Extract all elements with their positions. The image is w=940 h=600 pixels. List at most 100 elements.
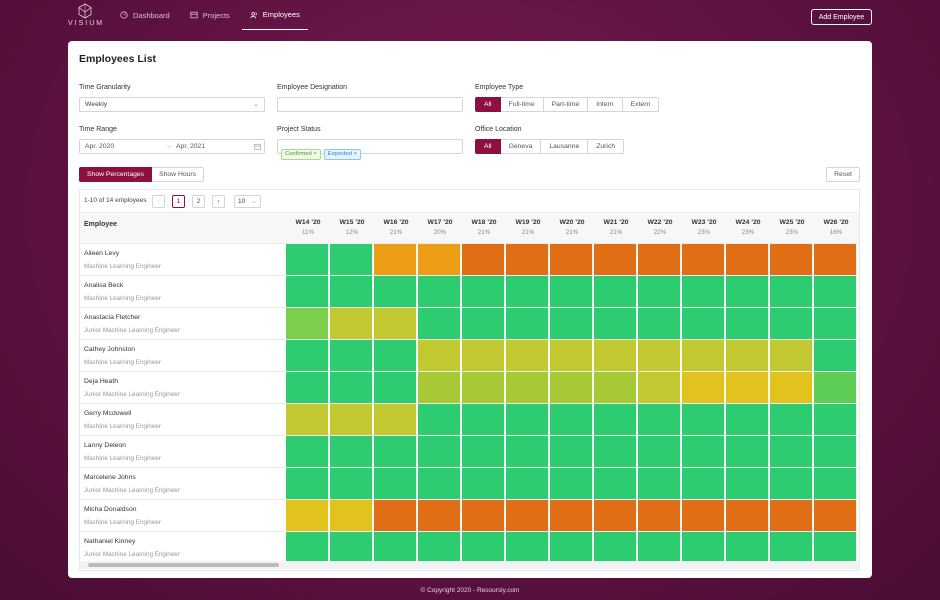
allocation-cell[interactable] (286, 404, 329, 435)
allocation-cell[interactable] (462, 372, 505, 403)
allocation-cell[interactable] (330, 500, 373, 531)
allocation-cell[interactable] (638, 244, 681, 275)
allocation-cell[interactable] (330, 372, 373, 403)
allocation-cell[interactable] (726, 244, 769, 275)
allocation-cell[interactable] (814, 340, 857, 371)
allocation-cell[interactable] (682, 404, 725, 435)
allocation-cell[interactable] (330, 436, 373, 467)
close-icon[interactable]: × (313, 151, 317, 157)
allocation-cell[interactable] (726, 500, 769, 531)
allocation-cell[interactable] (330, 340, 373, 371)
allocation-cell[interactable] (506, 372, 549, 403)
allocation-cell[interactable] (814, 532, 857, 563)
allocation-cell[interactable] (594, 308, 637, 339)
allocation-cell[interactable] (506, 404, 549, 435)
allocation-cell[interactable] (286, 340, 329, 371)
allocation-cell[interactable] (638, 404, 681, 435)
allocation-cell[interactable] (814, 436, 857, 467)
employee-name[interactable]: Anastacia Fletcher (84, 314, 141, 321)
time-range-picker[interactable]: Apr. 2020 → Apr. 2021 (79, 139, 265, 154)
allocation-cell[interactable] (286, 308, 329, 339)
tag-confirmed[interactable]: Confirmed × (281, 149, 321, 160)
allocation-cell[interactable] (374, 340, 417, 371)
allocation-cell[interactable] (770, 372, 813, 403)
allocation-cell[interactable] (770, 436, 813, 467)
allocation-cell[interactable] (330, 244, 373, 275)
employee-name[interactable]: Analisa Beck (84, 282, 124, 289)
allocation-cell[interactable] (418, 500, 461, 531)
allocation-cell[interactable] (418, 372, 461, 403)
employee-name[interactable]: Deja Heath (84, 378, 119, 385)
close-icon[interactable]: × (353, 151, 357, 157)
show-hours-button[interactable]: Show Hours (152, 167, 205, 182)
allocation-cell[interactable] (726, 308, 769, 339)
employee-type-all[interactable]: All (475, 97, 501, 112)
allocation-cell[interactable] (594, 404, 637, 435)
allocation-cell[interactable] (770, 532, 813, 563)
allocation-cell[interactable] (814, 500, 857, 531)
allocation-cell[interactable] (594, 436, 637, 467)
table-row[interactable]: Micha Donaldson Machine Learning Engineer (80, 500, 859, 532)
allocation-cell[interactable] (814, 372, 857, 403)
allocation-cell[interactable] (726, 372, 769, 403)
page-1-button[interactable]: 1 (172, 195, 185, 208)
allocation-cell[interactable] (374, 532, 417, 563)
allocation-cell[interactable] (330, 276, 373, 307)
allocation-cell[interactable] (594, 276, 637, 307)
allocation-cell[interactable] (726, 468, 769, 499)
allocation-cell[interactable] (682, 340, 725, 371)
allocation-cell[interactable] (726, 436, 769, 467)
allocation-cell[interactable] (462, 276, 505, 307)
allocation-cell[interactable] (550, 340, 593, 371)
allocation-cell[interactable] (682, 532, 725, 563)
allocation-cell[interactable] (506, 308, 549, 339)
allocation-cell[interactable] (330, 308, 373, 339)
allocation-cell[interactable] (550, 308, 593, 339)
allocation-cell[interactable] (594, 244, 637, 275)
allocation-cell[interactable] (550, 468, 593, 499)
allocation-cell[interactable] (462, 500, 505, 531)
allocation-cell[interactable] (550, 500, 593, 531)
nav-employees[interactable]: Employees (241, 0, 308, 30)
office-location-lausanne[interactable]: Lausanne (541, 139, 589, 154)
employee-name[interactable]: Nathaniel Kinney (84, 538, 136, 545)
allocation-cell[interactable] (330, 532, 373, 563)
table-row[interactable]: Marcelene Johns Junior Machine Learning E… (80, 468, 859, 500)
allocation-cell[interactable] (594, 340, 637, 371)
employee-name[interactable]: Lanny Deleon (84, 442, 126, 449)
allocation-cell[interactable] (506, 340, 549, 371)
page-size-select[interactable]: 10 ⌄ (234, 195, 261, 208)
allocation-cell[interactable] (286, 532, 329, 563)
table-row[interactable]: Cathey Johnston Machine Learning Engineer (80, 340, 859, 372)
allocation-cell[interactable] (506, 500, 549, 531)
table-row[interactable]: Anastacia Fletcher Junior Machine Learnin… (80, 308, 859, 340)
allocation-cell[interactable] (594, 372, 637, 403)
office-location-all[interactable]: All (475, 139, 501, 154)
allocation-cell[interactable] (726, 532, 769, 563)
allocation-cell[interactable] (638, 340, 681, 371)
table-row[interactable]: Nathaniel Kinney Junior Machine Learning … (80, 532, 859, 564)
employee-name[interactable]: Micha Donaldson (84, 506, 137, 513)
allocation-cell[interactable] (418, 276, 461, 307)
allocation-cell[interactable] (506, 276, 549, 307)
allocation-cell[interactable] (462, 532, 505, 563)
allocation-cell[interactable] (770, 340, 813, 371)
allocation-cell[interactable] (418, 404, 461, 435)
allocation-cell[interactable] (374, 308, 417, 339)
allocation-cell[interactable] (814, 276, 857, 307)
allocation-cell[interactable] (814, 468, 857, 499)
allocation-cell[interactable] (506, 244, 549, 275)
allocation-cell[interactable] (726, 340, 769, 371)
allocation-cell[interactable] (418, 244, 461, 275)
employee-type-full-time[interactable]: Full-time (500, 97, 544, 112)
allocation-cell[interactable] (286, 500, 329, 531)
allocation-cell[interactable] (286, 276, 329, 307)
allocation-cell[interactable] (418, 436, 461, 467)
allocation-cell[interactable] (462, 468, 505, 499)
allocation-cell[interactable] (594, 532, 637, 563)
allocation-cell[interactable] (418, 308, 461, 339)
allocation-cell[interactable] (330, 404, 373, 435)
allocation-cell[interactable] (506, 468, 549, 499)
allocation-cell[interactable] (682, 308, 725, 339)
allocation-cell[interactable] (374, 500, 417, 531)
